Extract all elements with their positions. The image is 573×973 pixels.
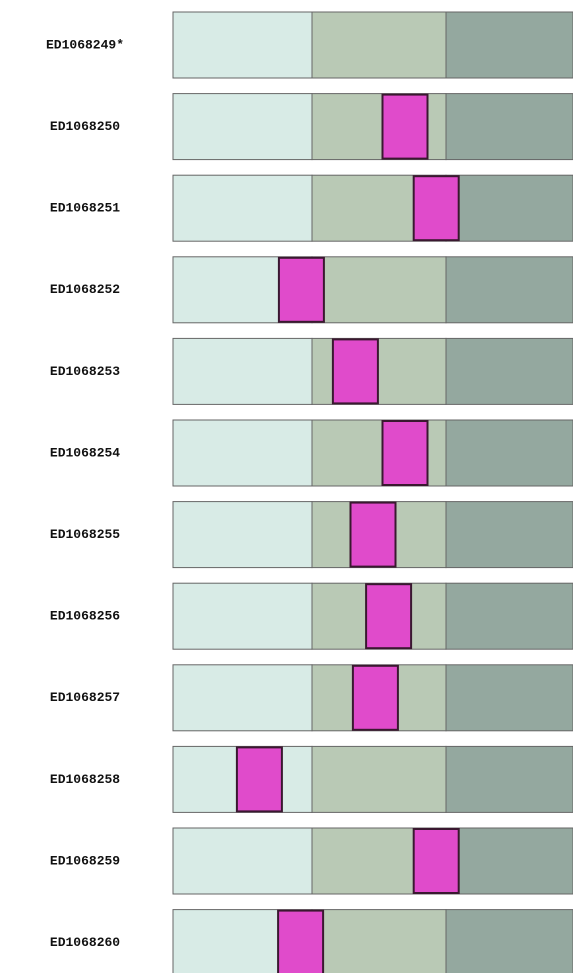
zone xyxy=(445,337,573,405)
row-label: ED1068249* xyxy=(46,37,124,52)
marker xyxy=(277,909,325,973)
row-label: ED1068258 xyxy=(50,772,120,787)
marker xyxy=(235,746,283,813)
marker xyxy=(331,338,379,405)
zone xyxy=(172,419,313,487)
zone xyxy=(172,827,313,895)
marker xyxy=(381,420,429,486)
row-label: ED1068253 xyxy=(50,364,120,379)
zone xyxy=(445,501,573,569)
marker xyxy=(381,93,429,160)
marker xyxy=(412,175,460,242)
zone xyxy=(445,93,573,161)
zone xyxy=(311,256,447,324)
row-label: ED1068255 xyxy=(50,527,120,542)
row-label: ED1068254 xyxy=(50,445,120,460)
zone xyxy=(172,11,313,79)
row-label: ED1068257 xyxy=(50,690,120,705)
marker xyxy=(351,664,399,731)
zone xyxy=(445,827,573,895)
zone xyxy=(445,256,573,324)
row-label: ED1068260 xyxy=(50,935,120,950)
row-label: ED1068252 xyxy=(50,282,120,297)
marker xyxy=(277,256,325,323)
zone xyxy=(445,582,573,650)
zone xyxy=(172,93,313,161)
zone xyxy=(172,174,313,242)
zone xyxy=(311,11,447,79)
marker xyxy=(412,828,460,894)
marker xyxy=(349,501,397,568)
zone xyxy=(445,909,573,973)
zone xyxy=(172,337,313,405)
row-label: ED1068250 xyxy=(50,119,120,134)
zone xyxy=(445,419,573,487)
zone xyxy=(445,745,573,813)
row-label: ED1068256 xyxy=(50,609,120,624)
row-label: ED1068259 xyxy=(50,853,120,868)
zone xyxy=(445,174,573,242)
zone xyxy=(172,582,313,650)
zone xyxy=(172,501,313,569)
zone xyxy=(311,909,447,973)
row-label: ED1068251 xyxy=(50,201,120,216)
zone xyxy=(311,745,447,813)
zone xyxy=(445,664,573,732)
marker xyxy=(365,583,413,650)
zone xyxy=(172,664,313,732)
zone xyxy=(445,11,573,79)
